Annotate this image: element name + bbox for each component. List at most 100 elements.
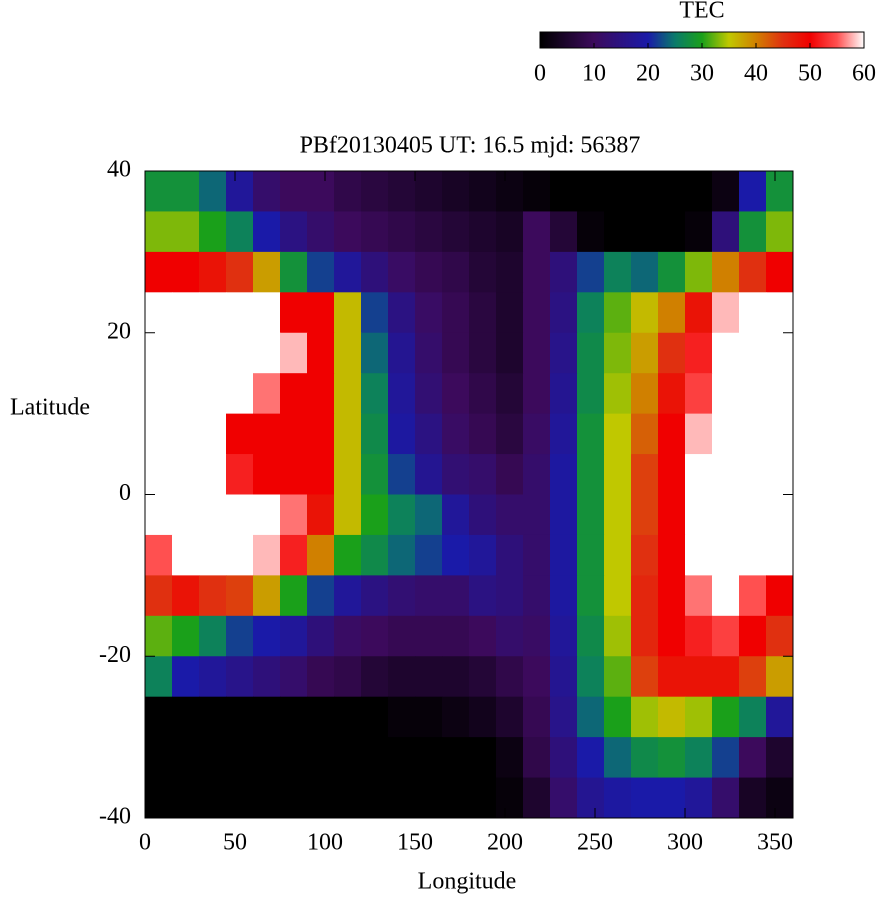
heatmap-cell <box>604 656 632 698</box>
heatmap-cell <box>658 696 686 738</box>
heatmap-cell <box>172 292 200 334</box>
heatmap-cell <box>604 413 632 455</box>
heatmap-cell <box>253 454 281 495</box>
heatmap-cell <box>712 292 740 334</box>
x-tick-label: 250 <box>577 830 613 856</box>
heatmap-cell <box>658 534 686 576</box>
heatmap-cell <box>658 454 686 495</box>
heatmap-cell <box>550 777 578 819</box>
heatmap-cell <box>496 534 524 576</box>
y-tick-label: 40 <box>107 157 131 183</box>
heatmap-cell <box>280 251 308 293</box>
heatmap-cell <box>577 292 605 334</box>
x-axis-label: Longitude <box>418 869 517 895</box>
heatmap-cell <box>496 615 524 657</box>
heatmap-cell <box>172 413 200 455</box>
heatmap-cell <box>307 454 335 495</box>
heatmap-cell <box>361 171 389 212</box>
heatmap-cell <box>766 454 794 495</box>
heatmap-cell <box>496 171 524 212</box>
heatmap-cell <box>145 292 173 334</box>
heatmap-cell <box>523 534 551 576</box>
heatmap-cell <box>685 171 713 212</box>
heatmap-cell <box>415 211 443 253</box>
heatmap-cell <box>334 332 362 374</box>
heatmap-cell <box>550 454 578 495</box>
heatmap-cell <box>145 251 173 293</box>
heatmap-cell <box>469 373 497 415</box>
colorbar-tick-label: 0 <box>534 61 546 87</box>
heatmap-cell <box>172 251 200 293</box>
heatmap-cell <box>361 615 389 657</box>
heatmap-cell <box>712 211 740 253</box>
heatmap-cell <box>550 171 578 212</box>
heatmap-cell <box>442 777 470 819</box>
heatmap-cell <box>712 737 740 779</box>
heatmap-cell <box>631 251 659 293</box>
heatmap-cell <box>523 251 551 293</box>
heatmap-cell <box>226 454 254 495</box>
x-tick-label: 150 <box>397 830 433 856</box>
heatmap-cell <box>577 737 605 779</box>
heatmap-cell <box>577 251 605 293</box>
heatmap-cell <box>766 534 794 576</box>
heatmap-cell <box>307 494 335 536</box>
heatmap-cell <box>631 454 659 495</box>
heatmap-cell <box>145 737 173 779</box>
chart-title: PBf20130405 UT: 16.5 mjd: 56387 <box>300 133 641 159</box>
heatmap-cell <box>631 413 659 455</box>
heatmap-cell <box>145 332 173 374</box>
heatmap-cell <box>577 454 605 495</box>
heatmap-cell <box>199 211 227 253</box>
heatmap-cell <box>226 575 254 617</box>
heatmap-cell <box>253 211 281 253</box>
heatmap-cell <box>361 454 389 495</box>
heatmap-cell <box>280 171 308 212</box>
heatmap-cell <box>172 737 200 779</box>
heatmap-cell <box>577 777 605 819</box>
x-tick-label: 50 <box>223 830 247 856</box>
heatmap-cell <box>577 696 605 738</box>
heatmap-cell <box>712 534 740 576</box>
heatmap-cell <box>253 494 281 536</box>
heatmap-cell <box>253 171 281 212</box>
heatmap-cell <box>604 332 632 374</box>
heatmap-cell <box>739 494 767 536</box>
heatmap-cell <box>415 413 443 455</box>
heatmap-cell <box>739 211 767 253</box>
heatmap-cell <box>604 373 632 415</box>
heatmap-cell <box>226 211 254 253</box>
heatmap-cell <box>226 615 254 657</box>
heatmap-cell <box>631 656 659 698</box>
heatmap-cell <box>145 413 173 455</box>
heatmap-cell <box>442 615 470 657</box>
heatmap-cell <box>415 615 443 657</box>
heatmap-cell <box>631 494 659 536</box>
heatmap-cell <box>388 251 416 293</box>
heatmap-cell <box>334 534 362 576</box>
heatmap-cell <box>280 211 308 253</box>
heatmap-cell <box>712 171 740 212</box>
heatmap-cell <box>739 454 767 495</box>
heatmap-cell <box>712 656 740 698</box>
heatmap-cell <box>523 332 551 374</box>
heatmap-cell <box>442 211 470 253</box>
heatmap-cell <box>307 777 335 819</box>
heatmap-cell <box>415 251 443 293</box>
heatmap-cell <box>253 777 281 819</box>
heatmap-cell <box>199 251 227 293</box>
heatmap-cell <box>685 251 713 293</box>
heatmap-cell <box>658 292 686 334</box>
y-tick-label: 0 <box>119 480 131 506</box>
heatmap-cell <box>199 777 227 819</box>
heatmap-cell <box>361 211 389 253</box>
heatmap-cell <box>604 292 632 334</box>
heatmap-cell <box>361 332 389 374</box>
heatmap-cell <box>199 656 227 698</box>
heatmap-cell <box>172 373 200 415</box>
heatmap-cell <box>523 171 551 212</box>
heatmap-cell <box>388 696 416 738</box>
heatmap-cell <box>550 615 578 657</box>
heatmap-cell <box>712 615 740 657</box>
